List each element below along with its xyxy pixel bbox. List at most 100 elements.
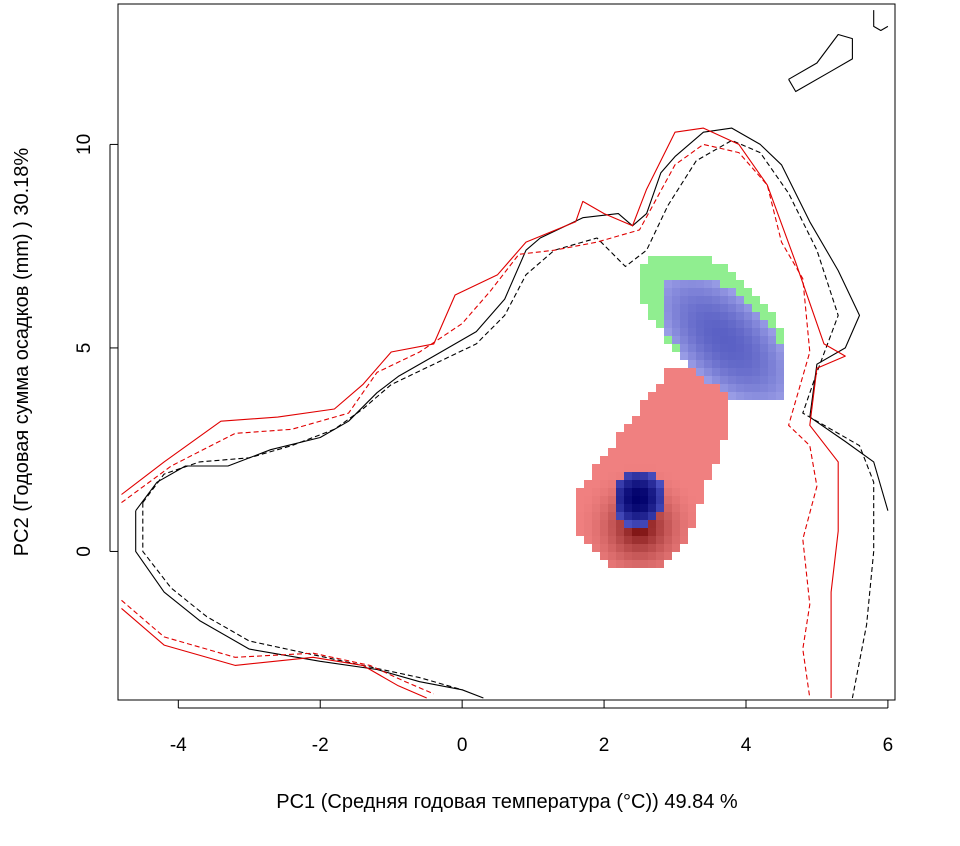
- density-cell: [688, 512, 696, 520]
- density-cell: [624, 448, 632, 456]
- density-cell: [728, 304, 736, 312]
- density-cell: [664, 488, 672, 496]
- density-cell: [640, 528, 648, 536]
- density-cell: [672, 296, 680, 304]
- density-cell: [608, 472, 616, 480]
- density-cell: [672, 544, 680, 552]
- density-cell: [648, 272, 656, 280]
- density-cell: [664, 552, 672, 560]
- density-cell: [696, 424, 704, 432]
- density-cell: [704, 376, 712, 384]
- density-cell: [680, 504, 688, 512]
- density-cell: [704, 344, 712, 352]
- density-cell: [688, 384, 696, 392]
- density-cell: [672, 448, 680, 456]
- contour-line: [121, 143, 818, 699]
- density-cell: [744, 360, 752, 368]
- density-cell: [720, 344, 728, 352]
- density-cell: [672, 368, 680, 376]
- density-cell: [688, 424, 696, 432]
- density-cell: [760, 336, 768, 344]
- density-cell: [720, 336, 728, 344]
- density-cell: [600, 512, 608, 520]
- density-cell: [752, 392, 760, 400]
- density-cell: [608, 544, 616, 552]
- density-cell: [680, 368, 688, 376]
- density-cell: [680, 528, 688, 536]
- density-cell: [656, 488, 664, 496]
- density-cell: [704, 384, 712, 392]
- density-cell: [680, 320, 688, 328]
- density-cell: [616, 464, 624, 472]
- y-tick-label: 5: [74, 343, 95, 354]
- density-cell: [696, 480, 704, 488]
- density-cell: [648, 512, 656, 520]
- density-cell: [632, 480, 640, 488]
- density-cell: [640, 440, 648, 448]
- density-cell: [656, 272, 664, 280]
- density-cell: [712, 456, 720, 464]
- density-cell: [768, 352, 776, 360]
- density-cell: [672, 400, 680, 408]
- density-cell: [600, 472, 608, 480]
- density-cell: [712, 416, 720, 424]
- density-cell: [744, 368, 752, 376]
- density-cell: [736, 368, 744, 376]
- density-cell: [704, 416, 712, 424]
- density-cell: [728, 392, 736, 400]
- density-cell: [624, 488, 632, 496]
- density-cell: [576, 528, 584, 536]
- density-cell: [696, 384, 704, 392]
- density-cell: [720, 288, 728, 296]
- density-cell: [712, 264, 720, 272]
- density-cell: [592, 512, 600, 520]
- density-cell: [672, 504, 680, 512]
- density-cell: [672, 344, 680, 352]
- density-cell: [760, 376, 768, 384]
- density-cell: [640, 432, 648, 440]
- density-cell: [752, 304, 760, 312]
- density-cell: [592, 544, 600, 552]
- density-cell: [760, 368, 768, 376]
- density-cell: [768, 360, 776, 368]
- density-cell: [712, 352, 720, 360]
- density-cell: [704, 432, 712, 440]
- density-cell: [648, 288, 656, 296]
- density-cell: [704, 304, 712, 312]
- density-cell: [640, 288, 648, 296]
- contour-lines: [121, 10, 889, 699]
- density-cell: [768, 312, 776, 320]
- density-cell: [712, 384, 720, 392]
- density-cell: [752, 296, 760, 304]
- density-cell: [728, 288, 736, 296]
- density-cell: [728, 312, 736, 320]
- density-cell: [728, 320, 736, 328]
- density-cell: [672, 512, 680, 520]
- density-cell: [744, 312, 752, 320]
- density-cell: [744, 336, 752, 344]
- density-cell: [768, 376, 776, 384]
- density-cell: [720, 416, 728, 424]
- density-cell: [664, 280, 672, 288]
- contour-line: [788, 33, 853, 93]
- density-cell: [600, 544, 608, 552]
- density-cell: [688, 504, 696, 512]
- density-cell: [656, 480, 664, 488]
- density-cell: [600, 480, 608, 488]
- density-cell: [624, 520, 632, 528]
- density-cell: [704, 360, 712, 368]
- contour-line: [121, 607, 427, 699]
- density-cell: [680, 296, 688, 304]
- density-cell: [576, 520, 584, 528]
- density-cell: [672, 424, 680, 432]
- density-cell: [688, 432, 696, 440]
- plot-frame: [117, 3, 896, 701]
- density-cell: [640, 488, 648, 496]
- density-cell: [776, 376, 784, 384]
- density-cell: [576, 512, 584, 520]
- density-cell: [656, 320, 664, 328]
- x-tick-label: -4: [170, 735, 187, 756]
- density-cell: [656, 296, 664, 304]
- density-cell: [640, 520, 648, 528]
- density-cell: [664, 520, 672, 528]
